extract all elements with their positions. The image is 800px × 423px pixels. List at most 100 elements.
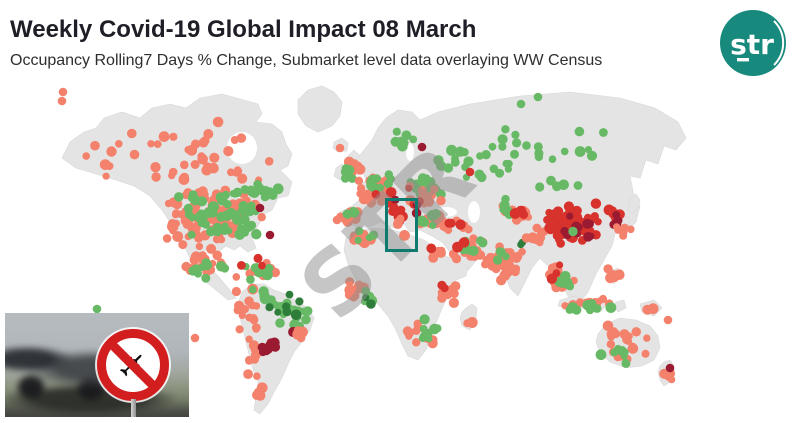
- data-dot: [335, 143, 345, 153]
- data-dot: [212, 222, 223, 233]
- data-dot: [419, 332, 428, 341]
- japan: [627, 193, 641, 215]
- data-dot: [455, 219, 466, 230]
- data-dot: [245, 335, 253, 343]
- data-dot: [510, 149, 519, 159]
- data-dot: [354, 236, 362, 244]
- data-dot: [429, 323, 440, 335]
- data-dot: [481, 150, 491, 160]
- data-dot: [188, 190, 198, 200]
- page-subtitle: Occupancy Rolling7 Days % Change, Submar…: [10, 52, 603, 69]
- data-dot: [343, 164, 355, 176]
- data-dot: [622, 335, 632, 345]
- data-dot: [179, 172, 190, 183]
- data-dot: [455, 146, 466, 157]
- data-dot: [419, 314, 430, 325]
- data-dot: [512, 251, 523, 262]
- data-dot: [217, 235, 226, 244]
- data-dot: [191, 139, 201, 149]
- data-dot: [430, 209, 441, 220]
- data-dot: [235, 325, 244, 334]
- data-dot: [332, 215, 342, 225]
- data-dot: [592, 304, 602, 313]
- data-dot: [509, 208, 521, 219]
- data-dot: [565, 282, 575, 291]
- data-dot: [392, 127, 401, 136]
- data-dot: [555, 236, 563, 244]
- data-dot: [663, 315, 673, 325]
- data-dot: [613, 223, 621, 231]
- data-dot: [532, 223, 542, 233]
- data-dot: [237, 173, 248, 184]
- data-dot: [209, 152, 220, 163]
- data-dot: [369, 230, 379, 240]
- data-dot: [167, 221, 178, 232]
- data-dot: [150, 162, 161, 173]
- data-dot: [390, 203, 399, 211]
- data-dot: [90, 140, 100, 151]
- data-dot: [533, 92, 543, 102]
- data-dot: [269, 337, 280, 348]
- data-dot: [405, 184, 413, 192]
- data-dot: [99, 159, 111, 171]
- data-dot: [605, 302, 617, 313]
- data-dot: [171, 211, 180, 219]
- data-dot: [354, 226, 364, 236]
- data-dot: [265, 345, 273, 354]
- data-dot: [402, 326, 413, 336]
- data-dot: [665, 363, 675, 373]
- data-dot: [188, 213, 196, 222]
- data-dot: [272, 183, 284, 195]
- data-dot: [189, 255, 200, 265]
- data-dot: [240, 305, 249, 314]
- data-dot: [253, 372, 261, 381]
- data-dot: [178, 240, 188, 250]
- data-dot: [244, 296, 254, 306]
- data-dot: [620, 352, 628, 360]
- data-dot: [366, 299, 376, 309]
- data-dot: [517, 241, 525, 249]
- data-dot: [92, 304, 102, 314]
- data-dot: [384, 170, 393, 179]
- data-dot: [168, 172, 176, 180]
- data-dot: [488, 142, 497, 151]
- data-dot: [250, 263, 260, 273]
- continent-greenland: [297, 85, 343, 133]
- data-dot: [233, 306, 242, 315]
- data-dot: [301, 314, 311, 325]
- highlight-box: [385, 198, 418, 252]
- data-dot: [631, 327, 641, 337]
- data-dot: [522, 141, 531, 150]
- data-dot: [158, 131, 170, 143]
- data-dot: [250, 345, 259, 354]
- data-dot: [417, 142, 427, 152]
- data-dot: [476, 236, 485, 246]
- data-dot: [556, 261, 564, 269]
- data-dot: [546, 175, 556, 186]
- data-dot: [147, 140, 155, 148]
- data-dot: [127, 128, 137, 139]
- data-dot: [285, 290, 294, 299]
- data-dot: [615, 347, 623, 355]
- data-dot: [252, 302, 261, 310]
- data-dot: [232, 273, 241, 281]
- data-dot: [218, 196, 228, 206]
- data-dot: [243, 369, 254, 379]
- data-dot: [172, 231, 184, 242]
- data-dot: [595, 297, 603, 305]
- data-dot: [503, 267, 513, 277]
- data-dot: [82, 152, 90, 160]
- data-dot: [227, 168, 235, 177]
- data-dot: [437, 293, 447, 303]
- data-dot: [187, 230, 196, 239]
- data-dot: [497, 134, 508, 145]
- data-dot: [255, 390, 266, 401]
- data-dot: [446, 284, 457, 295]
- data-dot: [264, 157, 274, 166]
- data-dot: [602, 320, 614, 332]
- no-fly-photo: ✈: [5, 313, 189, 417]
- data-dot: [448, 297, 459, 308]
- data-dot: [246, 204, 255, 213]
- data-dot: [560, 271, 571, 282]
- data-dot: [231, 286, 241, 297]
